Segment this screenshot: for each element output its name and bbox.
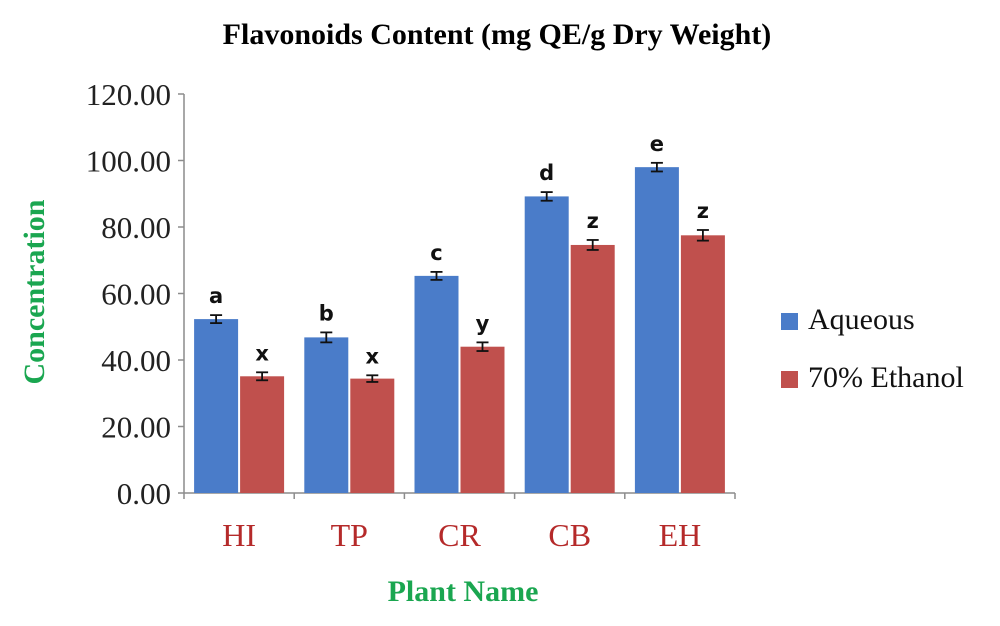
y-tick-label: 80.00 <box>101 210 171 245</box>
x-axis-title: Plant Name <box>388 575 539 608</box>
y-tick-label: 60.00 <box>101 277 171 312</box>
bar-letter-label: e <box>650 132 664 156</box>
bar <box>524 196 569 493</box>
bar <box>680 235 725 493</box>
y-tick-label: 40.00 <box>101 343 171 378</box>
bar-letter-label: a <box>209 284 223 308</box>
bar-letter-label: y <box>476 311 490 335</box>
bar-letter-label: c <box>430 241 442 265</box>
bar-letter-label: z <box>697 199 709 223</box>
y-tick-label: 120.00 <box>86 77 171 112</box>
bar <box>304 337 349 493</box>
bar <box>350 378 395 493</box>
bar-letter-label: d <box>539 161 554 185</box>
x-tick-label: CB <box>548 517 591 553</box>
bars <box>194 167 725 493</box>
error-bars <box>210 161 709 383</box>
y-axis: 0.00 20.00 40.00 60.00 80.00 100.00 120.00 <box>86 77 185 511</box>
x-tick-label: CR <box>438 517 481 553</box>
bar <box>194 319 239 493</box>
bar-letter-label: x <box>255 341 269 365</box>
bar <box>240 376 285 493</box>
y-tick-label: 20.00 <box>101 410 171 445</box>
bar <box>634 167 679 493</box>
x-axis: HI TP CR CB EH <box>183 492 736 553</box>
bar-letter-label: b <box>319 301 334 325</box>
bar <box>570 244 615 493</box>
legend-label: Aqueous <box>808 303 915 336</box>
legend: Aqueous 70% Ethanol <box>781 303 964 394</box>
bar-labels: a x b x c y d z e z <box>209 132 709 368</box>
x-tick-label: HI <box>222 517 256 553</box>
legend-label: 70% Ethanol <box>808 361 964 394</box>
bar-letter-label: z <box>587 209 599 233</box>
y-tick-label: 0.00 <box>117 476 171 511</box>
legend-swatch <box>781 371 798 388</box>
chart-title: Flavonoids Content (mg QE/g Dry Weight) <box>223 18 772 51</box>
x-tick-label: TP <box>331 517 368 553</box>
bar <box>460 346 505 493</box>
legend-swatch <box>781 313 798 330</box>
y-tick-label: 100.00 <box>86 144 171 179</box>
bar-letter-label: x <box>366 344 380 368</box>
x-tick-label: EH <box>659 517 702 553</box>
y-axis-title: Concentration <box>18 199 51 384</box>
bar <box>414 275 459 493</box>
